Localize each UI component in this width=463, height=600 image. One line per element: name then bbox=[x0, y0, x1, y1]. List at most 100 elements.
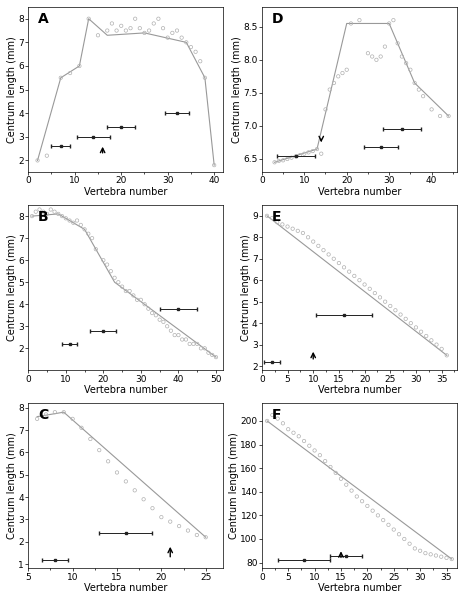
Point bbox=[379, 515, 386, 525]
Point bbox=[355, 16, 363, 25]
Point bbox=[104, 457, 112, 466]
Point bbox=[58, 211, 66, 221]
Point bbox=[268, 410, 275, 420]
Point bbox=[122, 476, 129, 486]
Point bbox=[192, 47, 199, 56]
Text: F: F bbox=[271, 408, 281, 422]
Y-axis label: Centrum length (mm): Centrum length (mm) bbox=[7, 36, 17, 143]
Point bbox=[305, 441, 313, 451]
Point bbox=[28, 211, 36, 221]
Point bbox=[370, 288, 378, 298]
Point bbox=[273, 217, 281, 227]
Point bbox=[391, 305, 398, 315]
Point bbox=[201, 73, 208, 83]
Point bbox=[401, 314, 408, 323]
Point bbox=[309, 237, 316, 247]
Point bbox=[321, 104, 328, 114]
Text: D: D bbox=[271, 12, 282, 26]
Point bbox=[182, 335, 189, 344]
Point bbox=[94, 31, 101, 40]
Point bbox=[419, 91, 426, 101]
Point bbox=[103, 26, 111, 35]
Point bbox=[324, 250, 332, 259]
Point bbox=[108, 19, 115, 28]
Y-axis label: Centrum length (mm): Centrum length (mm) bbox=[7, 235, 17, 341]
Point bbox=[304, 148, 312, 157]
Point bbox=[384, 520, 391, 530]
Point bbox=[51, 207, 58, 217]
Point bbox=[114, 277, 122, 287]
Point bbox=[347, 486, 355, 496]
Point bbox=[427, 104, 434, 114]
Point bbox=[140, 494, 147, 504]
Point bbox=[140, 28, 148, 38]
Point bbox=[87, 434, 94, 444]
X-axis label: Vertebra number: Vertebra number bbox=[84, 583, 167, 593]
Point bbox=[300, 436, 307, 446]
Point bbox=[447, 554, 455, 564]
Point bbox=[397, 52, 405, 61]
Point bbox=[81, 224, 88, 234]
Point bbox=[437, 552, 444, 562]
X-axis label: Vertebra number: Vertebra number bbox=[317, 187, 400, 197]
Point bbox=[159, 23, 166, 33]
Point bbox=[150, 19, 157, 28]
Point bbox=[129, 290, 137, 300]
Point bbox=[66, 68, 74, 78]
Point bbox=[125, 286, 133, 296]
Point bbox=[442, 553, 449, 563]
Point bbox=[401, 58, 409, 68]
Point bbox=[283, 154, 290, 164]
Point bbox=[287, 153, 294, 163]
Point bbox=[95, 445, 103, 455]
Point bbox=[352, 491, 360, 501]
Point bbox=[69, 414, 76, 424]
Point bbox=[372, 55, 379, 65]
Point bbox=[107, 266, 114, 276]
Point bbox=[126, 23, 134, 33]
Point bbox=[393, 38, 400, 48]
Point bbox=[435, 111, 443, 121]
Point bbox=[39, 207, 47, 217]
Point bbox=[51, 407, 58, 417]
Point bbox=[389, 525, 397, 535]
Point bbox=[200, 344, 208, 353]
Point bbox=[193, 339, 200, 349]
Point bbox=[406, 65, 413, 74]
Point bbox=[376, 52, 383, 61]
Point bbox=[396, 310, 403, 319]
Point bbox=[193, 530, 200, 540]
Point bbox=[175, 330, 182, 340]
Point bbox=[291, 152, 299, 161]
Point bbox=[331, 468, 338, 478]
Point bbox=[113, 467, 120, 477]
Point bbox=[421, 548, 428, 558]
Point bbox=[363, 501, 370, 511]
Point bbox=[187, 42, 194, 52]
Point bbox=[137, 295, 144, 305]
Point bbox=[157, 512, 165, 522]
Point bbox=[345, 267, 352, 277]
Point bbox=[334, 71, 341, 81]
Point bbox=[432, 551, 439, 560]
Point bbox=[317, 149, 324, 158]
Point bbox=[268, 213, 275, 223]
Point bbox=[186, 339, 193, 349]
Y-axis label: Centrum length (mm): Centrum length (mm) bbox=[229, 433, 238, 539]
Point bbox=[131, 485, 138, 495]
Point bbox=[313, 144, 320, 154]
Point bbox=[170, 330, 178, 340]
Point bbox=[417, 327, 424, 337]
Point bbox=[342, 65, 350, 74]
Point bbox=[355, 275, 363, 285]
Y-axis label: Centrum length (mm): Centrum length (mm) bbox=[240, 235, 250, 341]
Point bbox=[122, 286, 129, 296]
Point bbox=[273, 414, 281, 424]
Point bbox=[122, 26, 129, 35]
Point bbox=[55, 209, 62, 219]
Point bbox=[411, 323, 419, 332]
Point bbox=[275, 156, 282, 166]
Point bbox=[442, 350, 450, 360]
Point bbox=[163, 322, 170, 331]
Point bbox=[32, 207, 39, 217]
